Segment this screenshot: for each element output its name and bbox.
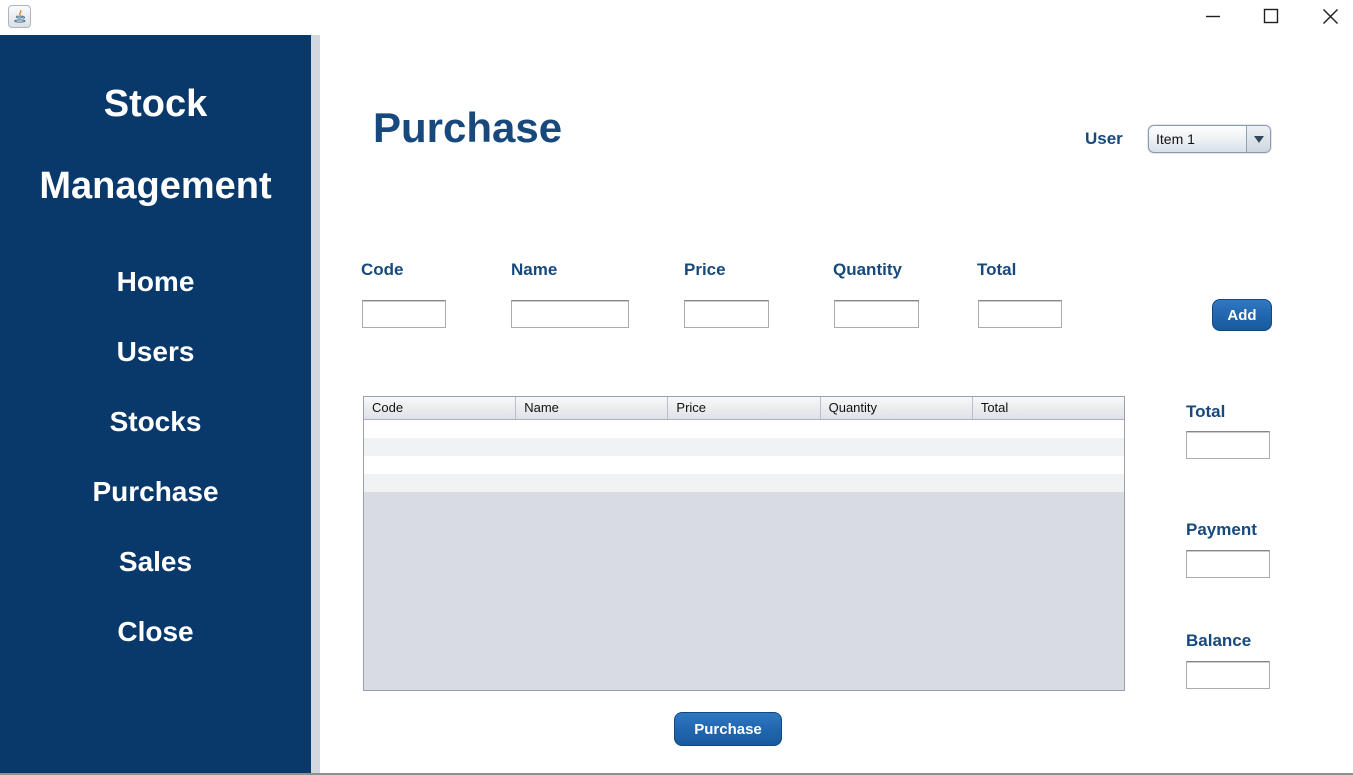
price-label: Price	[684, 260, 726, 279]
chevron-down-icon	[1253, 135, 1264, 143]
price-field[interactable]	[684, 300, 769, 328]
quantity-label: Quantity	[833, 260, 902, 279]
table-empty-area	[364, 492, 1124, 690]
java-coffee-cup-icon	[13, 9, 25, 23]
close-icon	[1322, 8, 1338, 24]
java-app-icon[interactable]	[8, 5, 31, 28]
sidebar-edge-strip	[311, 35, 320, 773]
sidebar-item-close[interactable]: Close	[117, 616, 194, 647]
sidebar-item-home[interactable]: Home	[116, 266, 195, 297]
sidebar-item-users[interactable]: Users	[116, 336, 195, 367]
purchase-button[interactable]: Purchase	[674, 712, 782, 746]
sidebar-item-stocks[interactable]: Stocks	[109, 406, 202, 437]
app-title-line2: Management	[39, 165, 272, 207]
quantity-field[interactable]	[834, 300, 919, 328]
table-header: Code Name Price Quantity Total	[364, 397, 1124, 420]
table-header-total[interactable]: Total	[980, 400, 1009, 415]
name-field[interactable]	[511, 300, 629, 328]
code-label: Code	[361, 260, 404, 279]
table-row	[364, 420, 1124, 438]
purchase-items-table[interactable]: Code Name Price Quantity Total	[363, 396, 1125, 691]
maximize-icon	[1263, 8, 1279, 24]
app-title: Stock Management	[0, 63, 311, 227]
summary-total-field[interactable]	[1186, 431, 1270, 459]
sidebar: Stock Management Home Users Stocks Purch…	[0, 35, 311, 773]
app-title-line1: Stock	[103, 83, 208, 125]
titlebar	[0, 0, 1353, 35]
table-row	[364, 438, 1124, 456]
total-label: Total	[977, 260, 1017, 279]
maximize-button[interactable]	[1248, 0, 1294, 32]
user-combobox-value: Item 1	[1156, 131, 1195, 147]
summary-total-label: Total	[1186, 402, 1226, 421]
table-row	[364, 456, 1124, 474]
combobox-dropdown-button[interactable]	[1246, 126, 1270, 152]
minimize-button[interactable]	[1190, 0, 1236, 32]
table-header-code[interactable]: Code	[364, 397, 517, 419]
total-field[interactable]	[978, 300, 1062, 328]
add-button[interactable]: Add	[1212, 299, 1272, 331]
balance-label: Balance	[1186, 631, 1252, 650]
sidebar-item-purchase[interactable]: Purchase	[92, 476, 219, 507]
payment-field[interactable]	[1186, 550, 1270, 578]
payment-label: Payment	[1186, 520, 1257, 539]
minimize-icon	[1206, 15, 1220, 18]
sidebar-menu: Home Users Stocks Purchase Sales Close	[0, 247, 311, 667]
sidebar-item-sales[interactable]: Sales	[118, 546, 193, 577]
table-row	[364, 474, 1124, 492]
table-header-quantity[interactable]: Quantity	[821, 397, 973, 419]
table-header-name[interactable]: Name	[516, 397, 669, 419]
balance-field[interactable]	[1186, 661, 1270, 689]
code-field[interactable]	[362, 300, 446, 328]
page-title: Purchase	[373, 104, 563, 151]
close-button[interactable]	[1307, 0, 1353, 32]
user-label: User	[1085, 129, 1123, 148]
user-combobox[interactable]: Item 1	[1148, 125, 1271, 153]
table-header-price[interactable]: Price	[668, 397, 821, 419]
name-label: Name	[511, 260, 558, 279]
